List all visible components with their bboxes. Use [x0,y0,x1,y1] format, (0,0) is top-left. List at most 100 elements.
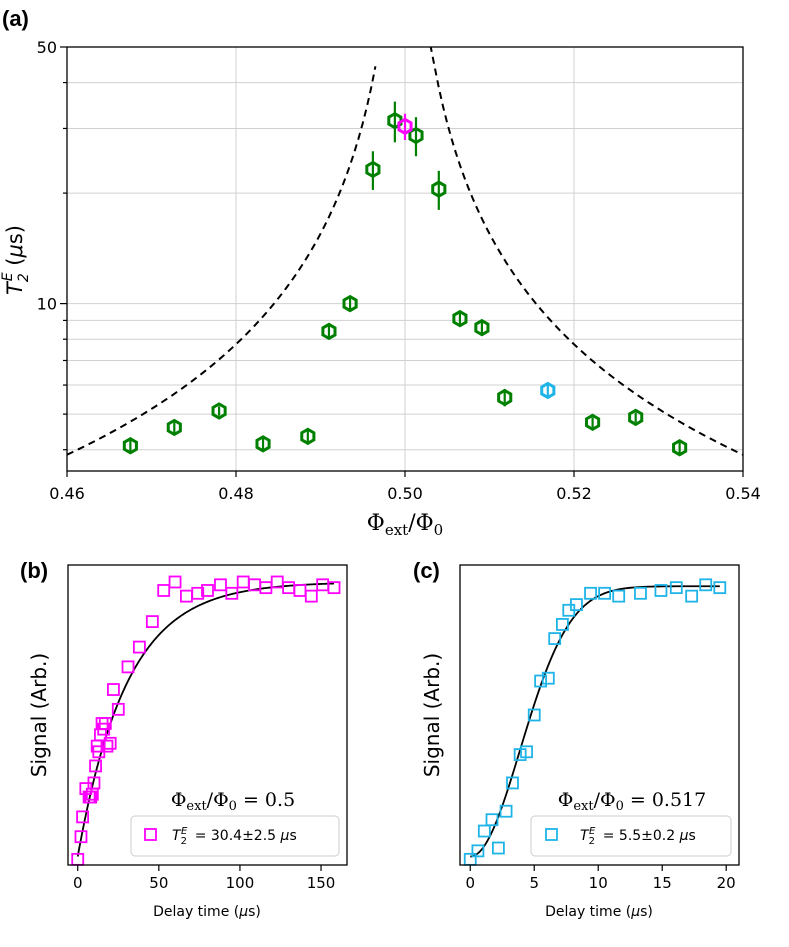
data-point-square [634,586,647,600]
data-point-hexagon [122,437,138,455]
x-tick-label: 15 [653,874,672,892]
data-point-square [103,736,117,750]
panel-b-ylabel: Signal (Arb.) [27,653,51,777]
svg-text:Signal (Arb.): Signal (Arb.) [27,653,51,777]
data-point-square [132,640,146,654]
data-point-hexagon [540,381,556,400]
x-tick-label: 0 [73,874,83,892]
data-point-square [541,671,555,685]
panel-b-xlabel: Delay time (μs) [153,904,261,920]
data-point-square [201,584,214,597]
data-point-square [191,586,205,600]
data-point-square [327,581,341,595]
data-point-hexagon [397,117,413,136]
panel-c-xlabel: Delay time (μs) [545,904,653,920]
data-point-square [145,615,159,629]
data-point-square [100,739,114,753]
fit-curve [76,582,335,857]
panel-b-fit-curve [76,582,335,857]
data-point-square [598,586,612,600]
data-point-square [534,674,548,688]
data-point-square [180,589,193,603]
data-point-square [84,790,98,804]
data-point-hexagon [166,418,182,437]
panel-a-ticks: 0.46 0.48 0.50 0.52 0.54 10 50 [37,38,761,503]
data-point-hexagon [497,388,513,407]
panel-c: (c) 0 5 10 15 20 Φext/Φ0 = 0.517 T2E = 5.5±0… [413,558,740,920]
data-point-hexagon [387,111,403,130]
data-point-hexagon [365,160,381,179]
x-tick-label: 50 [149,874,168,892]
x-tick-label: 10 [589,874,608,892]
panel-b-legend: T2E = 30.4±2.5 μs [130,815,340,857]
data-point-square [491,841,505,855]
data-point-square [89,759,102,773]
panel-b-annotation: Φext/Φ0 = 0.5 [171,789,295,814]
data-point-square [520,745,533,759]
data-point-square [506,776,519,790]
data-point-square [685,589,699,603]
panel-b-frame [67,564,348,866]
data-point-square [555,618,569,631]
data-point-square [74,830,88,844]
panel-a-points [122,101,688,457]
x-tick-label: 150 [307,874,336,892]
x-tick-label: 5 [529,874,539,892]
data-point-square [584,586,597,600]
panel-a-fit-curve [67,47,743,456]
data-point-hexagon [431,180,447,198]
data-point-square [282,581,296,595]
panel-label-a: (a) [2,6,29,31]
panel-b-ticks: 0 50 100 150 [73,865,335,892]
x-tick-label: 0.54 [725,484,761,503]
data-point-square [527,708,541,722]
data-point-square [654,584,668,597]
panel-a-grid [66,46,744,471]
panel-a-xlabel: Φext/Φ0 [367,511,443,539]
data-point-square [612,589,626,603]
data-point-square [121,660,135,674]
data-point-square [713,581,727,595]
data-point-square [107,683,120,696]
panel-a-ylabel: T2E (μs) [0,225,32,295]
data-point-square [98,717,112,730]
data-point-square [699,578,713,592]
data-point-hexagon [585,413,601,432]
data-point-square [236,575,250,589]
x-tick-label: 20 [717,874,736,892]
data-point-square [499,804,513,818]
panel-b: (b) 0 50 100 150 Φext/Φ0 = 0.5 T2E = 30.4±2… [20,558,348,920]
data-point-square [214,578,227,592]
data-point-square [485,813,499,827]
data-point-square [293,584,307,597]
panel-label-b: (b) [20,558,48,583]
data-point-hexagon [255,435,271,453]
fit-curve-left [67,66,377,456]
panel-c-legend: T2E = 5.5±0.2 μs [530,815,732,857]
y-tick-label: 50 [37,38,57,57]
panel-c-frame [459,564,740,866]
data-point-hexagon [452,309,468,328]
x-tick-label: 0.50 [387,484,423,503]
panel-a: (a) 0.46 0.48 0.50 0.52 0.54 10 50 T2E (μs) Φe… [0,6,761,539]
svg-text:Signal (Arb.): Signal (Arb.) [420,653,444,777]
data-point-hexagon [474,318,490,337]
x-tick-label: 0 [465,874,475,892]
panel-b-legend-text: T2E = 30.4±2.5 μs [172,826,297,847]
data-point-square [87,776,101,790]
data-point-square [477,824,491,838]
panel-c-legend-marker [545,828,558,841]
panel-c-ticks: 0 5 10 15 20 [465,865,736,892]
panel-c-ylabel: Signal (Arb.) [420,653,444,777]
data-point-hexagon [300,427,316,446]
data-point-hexagon [342,294,358,313]
fit-curve-right [429,47,743,456]
data-point-square [471,844,485,858]
panel-c-annotation: Φext/Φ0 = 0.517 [558,789,707,814]
data-point-square [548,632,562,645]
panel-label-c: (c) [413,558,440,583]
data-point-square [570,598,583,612]
data-point-square [304,589,318,603]
data-point-square [225,586,239,600]
